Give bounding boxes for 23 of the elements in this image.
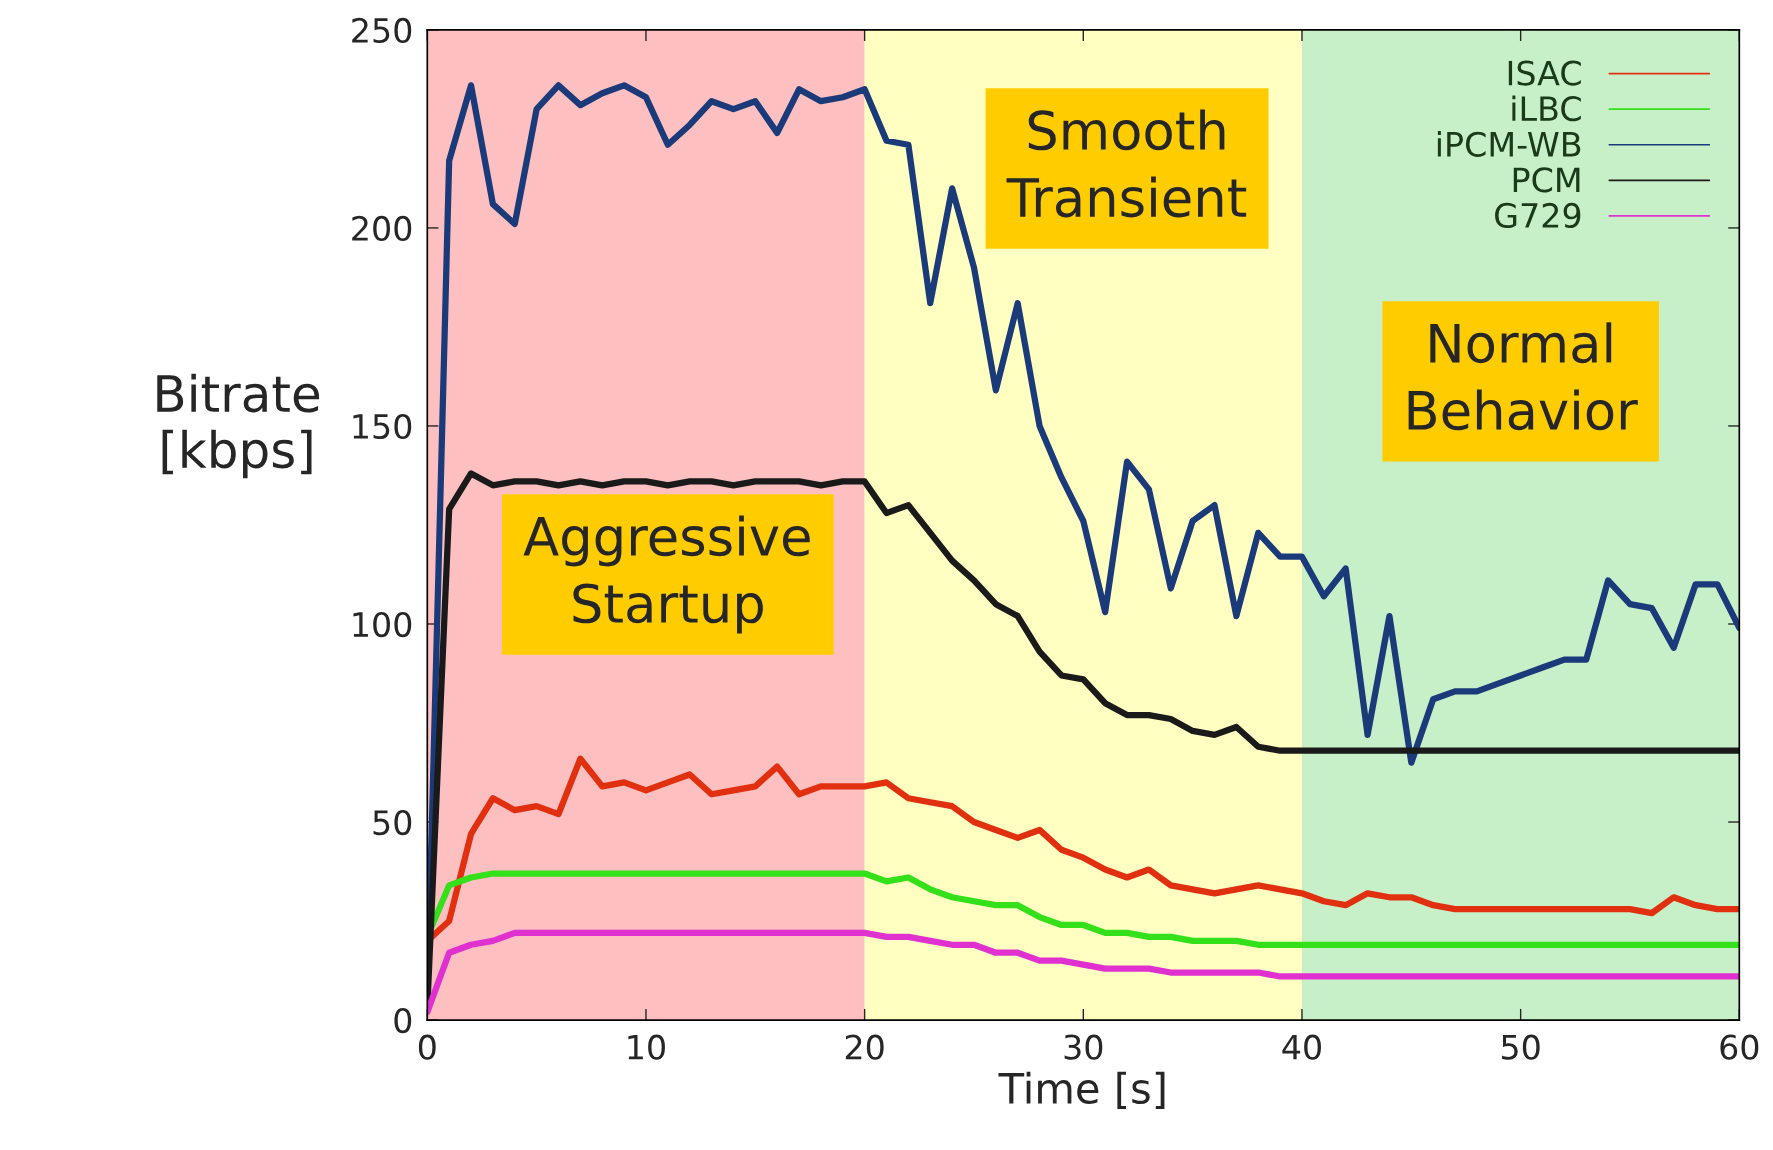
y-tick-label: 250 <box>352 17 412 44</box>
legend-label: iLBC <box>1512 95 1581 122</box>
legend-label: ISAC <box>1508 60 1581 86</box>
x-tick-label: 30 <box>1064 1034 1103 1060</box>
y-axis-title: Bitrate [kbps] <box>157 373 320 479</box>
legend-label: PCM <box>1513 167 1580 193</box>
legend-label: iPCM-WB <box>1437 131 1581 157</box>
band-label: Smooth Transient <box>1006 109 1247 218</box>
band-label: Aggressive Startup <box>523 515 810 634</box>
x-tick-label: 40 <box>1282 1034 1321 1060</box>
y-tick-label: 100 <box>353 611 412 638</box>
x-tick-label: 0 <box>418 1034 436 1060</box>
y-tick-label: 150 <box>353 413 412 440</box>
y-tick-label: 50 <box>373 809 412 836</box>
legend-label: G729 <box>1495 202 1581 229</box>
x-tick-label: 20 <box>845 1034 884 1060</box>
y-tick-label: 200 <box>352 215 412 242</box>
y-tick-label: 0 <box>394 1007 412 1034</box>
x-axis-title: Time [s] <box>998 1071 1165 1109</box>
band-label: Normal Behavior <box>1408 322 1638 431</box>
x-tick-label: 60 <box>1720 1034 1759 1060</box>
x-tick-label: 10 <box>628 1034 665 1060</box>
x-tick-label: 50 <box>1502 1034 1540 1060</box>
